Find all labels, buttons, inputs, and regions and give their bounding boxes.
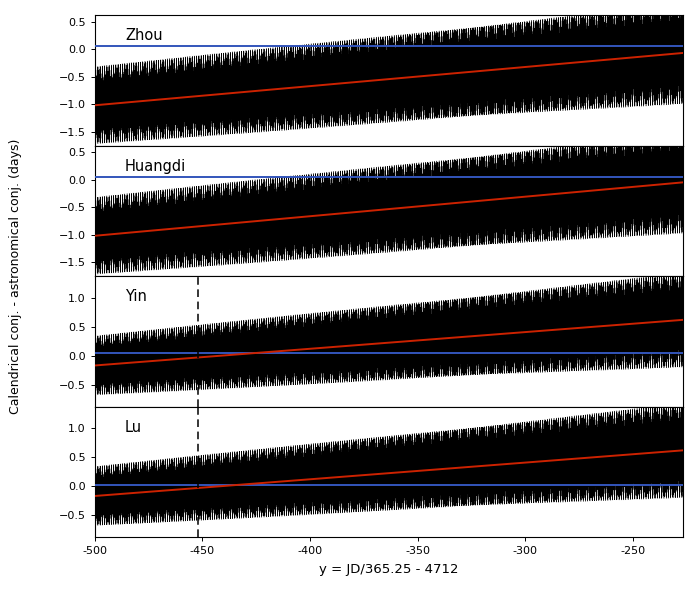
- Text: Yin: Yin: [125, 289, 147, 304]
- Text: Zhou: Zhou: [125, 28, 162, 43]
- Text: Calendrical conj. - astronomical conj. (days): Calendrical conj. - astronomical conj. (…: [9, 139, 22, 413]
- Text: Huangdi: Huangdi: [125, 158, 186, 173]
- X-axis label: y = JD/365.25 - 4712: y = JD/365.25 - 4712: [318, 563, 458, 576]
- Text: Lu: Lu: [125, 419, 142, 434]
